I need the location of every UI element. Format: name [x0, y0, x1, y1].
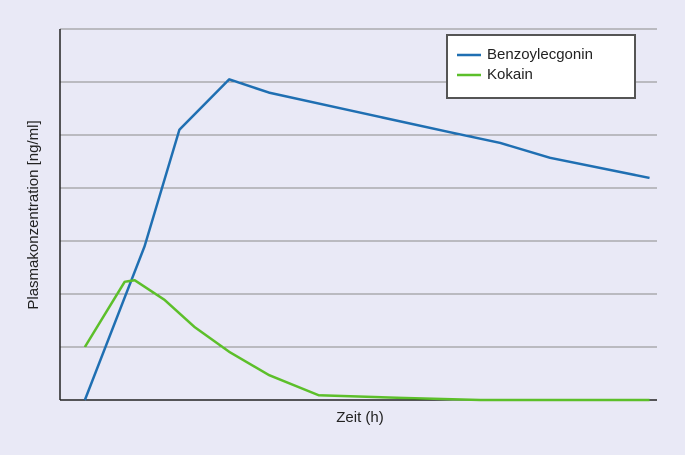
- legend-label: Benzoylecgonin: [487, 46, 593, 63]
- data-line: [83, 278, 650, 402]
- x-axis-label: Zeit (h): [336, 409, 384, 426]
- legend-label: Kokain: [487, 66, 533, 83]
- legend-box: [446, 34, 636, 99]
- y-axis-label: Plasmakonzentration [ng/ml]: [25, 120, 42, 309]
- data-line: [83, 78, 650, 401]
